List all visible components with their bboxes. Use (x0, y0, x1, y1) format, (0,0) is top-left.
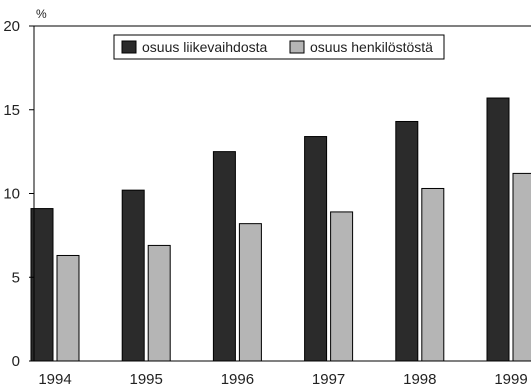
x-tick-label: 1995 (130, 371, 163, 388)
y-axis: 0 5 10 15 20 (3, 18, 35, 370)
legend-label: osuus liikevaihdosta (142, 39, 268, 55)
bar-henkilosto-1999 (512, 172, 531, 362)
y-tick-label: 0 (12, 353, 20, 370)
x-tick-label: 1998 (403, 371, 436, 388)
legend-swatch (121, 40, 137, 54)
bar-henkilosto-1994 (56, 254, 80, 362)
x-axis: 1994 1995 1996 1997 1998 1999 (34, 360, 531, 388)
y-tick-label: 5 (12, 269, 20, 286)
x-tick-label: 1994 (38, 371, 71, 388)
bar-henkilosto-1997 (330, 211, 354, 362)
y-tick-label: 15 (3, 102, 20, 119)
legend: osuus liikevaihdosta osuus henkilöstöstä (113, 34, 445, 60)
plot-area (30, 25, 531, 362)
x-tick-label: 1997 (312, 371, 345, 388)
x-tick-label: 1999 (494, 371, 527, 388)
bar-henkilosto-1998 (421, 187, 445, 362)
bar-liikevaihto-1996 (212, 151, 236, 362)
bar-liikevaihto-1999 (486, 97, 510, 362)
bar-liikevaihto-1995 (121, 189, 145, 362)
legend-swatch (289, 40, 305, 54)
bar-liikevaihto-1998 (395, 120, 419, 362)
legend-box (113, 34, 445, 60)
bar-henkilosto-1995 (147, 244, 171, 362)
legend-label: osuus henkilöstöstä (310, 39, 433, 55)
y-unit-label: % (36, 7, 47, 21)
bar-henkilosto-1996 (238, 223, 262, 362)
bar-liikevaihto-1997 (304, 136, 328, 362)
x-tick-label: 1996 (221, 371, 254, 388)
y-tick-label: 20 (3, 18, 20, 35)
y-tick-label: 10 (3, 186, 20, 203)
